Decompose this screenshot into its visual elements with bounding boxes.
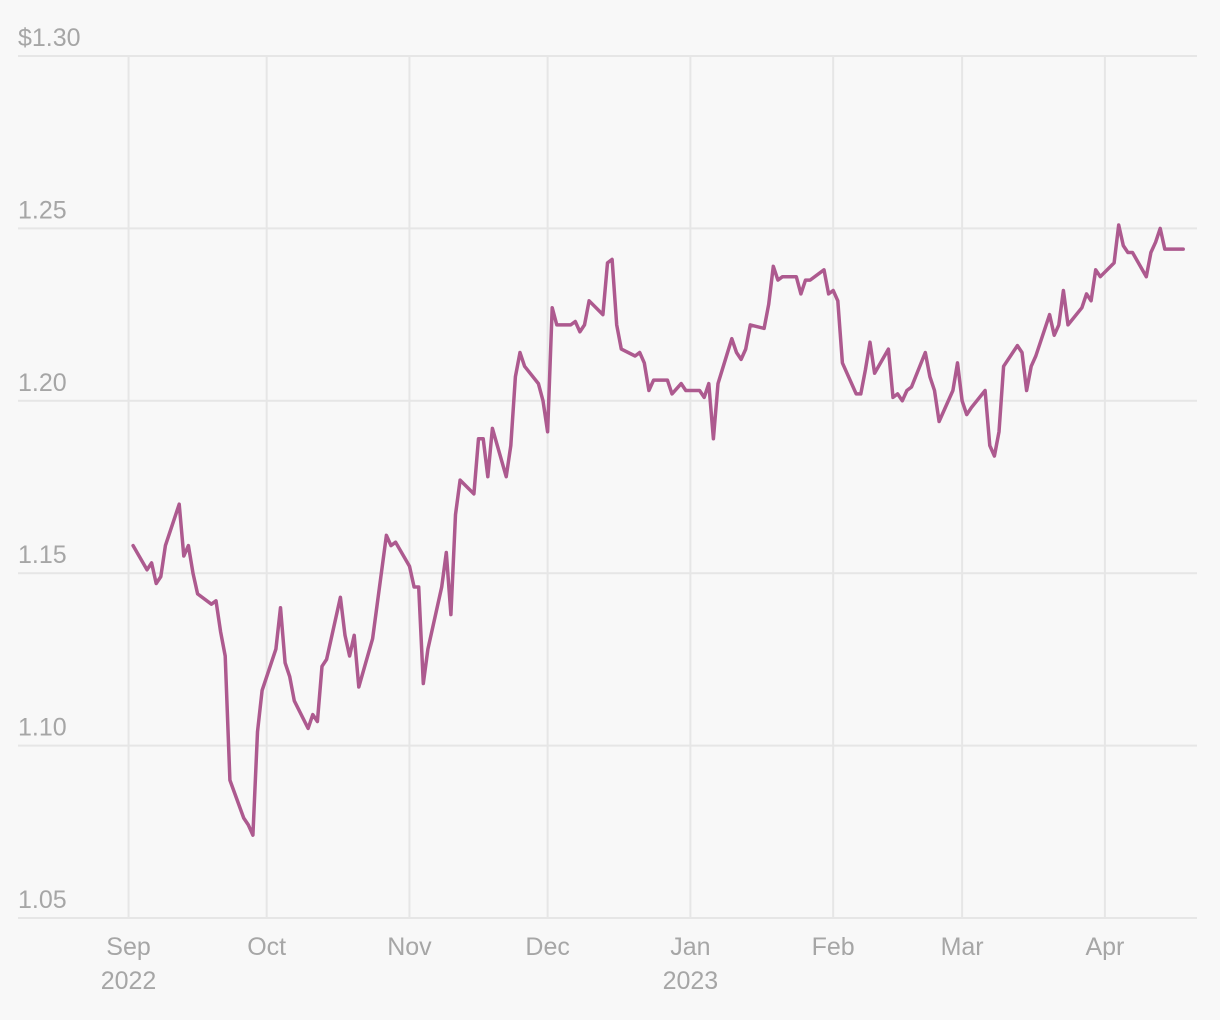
x-tick-year-label: 2023 [663, 967, 719, 995]
x-axis-tick-labels: Sep 2022 Oct Nov Dec Jan 2023 Feb Mar Apr [101, 933, 1125, 995]
gridlines [18, 55, 1197, 919]
x-tick-label: Feb [812, 933, 855, 961]
x-tick-label: Apr [1085, 933, 1124, 961]
x-tick-label: Dec [525, 933, 569, 961]
series-line [131, 223, 1185, 837]
y-tick-label: 1.25 [18, 196, 67, 224]
y-tick-label: 1.20 [18, 369, 67, 397]
y-tick-label: $1.30 [18, 24, 81, 52]
y-tick-label: 1.05 [18, 886, 67, 914]
x-tick-label: Oct [247, 933, 286, 961]
x-tick-year-label: 2022 [101, 967, 157, 995]
y-tick-label: 1.10 [18, 714, 67, 742]
series-layer [131, 223, 1185, 837]
x-tick-label: Sep [106, 933, 150, 961]
x-tick-label: Mar [941, 933, 984, 961]
y-axis-tick-labels: $1.30 1.25 1.20 1.15 1.10 1.05 [18, 24, 81, 914]
x-tick-label: Nov [387, 933, 432, 961]
y-tick-label: 1.15 [18, 541, 67, 569]
x-tick-label: Jan [670, 933, 710, 961]
